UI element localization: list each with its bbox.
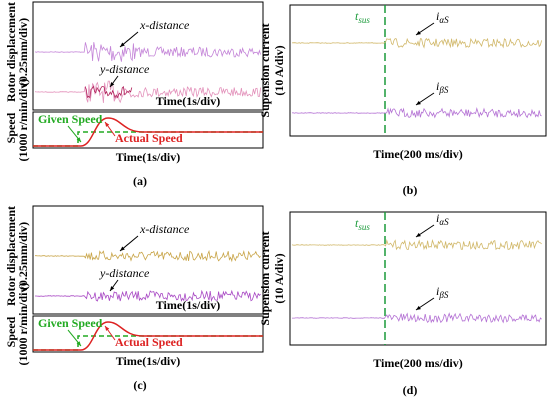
trace-label: y-distance — [99, 266, 150, 280]
sub-label: iβS — [436, 284, 449, 300]
speed-label: Given Speed — [38, 316, 103, 330]
subscript: sus — [358, 15, 370, 25]
main: i — [436, 284, 439, 298]
plot-frame — [289, 4, 547, 137]
arrow-head — [105, 326, 110, 331]
waveform — [84, 85, 133, 99]
actual-speed — [33, 321, 263, 351]
y-label: (0.25mm/div) — [16, 18, 30, 86]
arrow-head — [105, 122, 110, 127]
subscript: αS — [439, 217, 449, 227]
time-label: Time(200 ms/div) — [373, 356, 462, 370]
waveform — [34, 42, 261, 62]
speed-label: Actual Speed — [115, 335, 183, 349]
main: t — [355, 9, 359, 23]
plot-frame — [32, 1, 264, 111]
y-label: Rotor displacement — [4, 2, 18, 102]
waveform — [292, 312, 542, 324]
arrow-head — [120, 246, 125, 251]
arrow-head — [416, 100, 421, 105]
y-label: Speed — [4, 112, 18, 143]
waveform — [291, 106, 542, 119]
caption: (b) — [403, 183, 418, 197]
y-label: (0.25mm/div) — [16, 222, 30, 290]
speed-frame — [32, 315, 264, 353]
time-label: Time(200 ms/div) — [373, 147, 462, 161]
caption: (c) — [133, 378, 146, 392]
y-label: (1000 r/min/div) — [16, 78, 30, 161]
y-label: (10 A/div) — [272, 45, 286, 95]
subscript: αS — [439, 15, 449, 25]
waveform — [291, 239, 542, 251]
trace-label: x-distance — [139, 222, 190, 236]
speed-frame — [32, 111, 264, 149]
y-label: Supension current — [258, 231, 272, 325]
main: t — [355, 216, 359, 230]
sub-label: iαS — [436, 211, 449, 227]
subscript: βS — [438, 290, 448, 300]
time-label: Time(1s/div) — [116, 150, 180, 164]
waveform — [291, 37, 542, 49]
y-label: (1000 r/min/div) — [16, 282, 30, 365]
main: i — [436, 211, 439, 225]
waveform — [34, 80, 261, 104]
arrow-head — [76, 137, 81, 142]
trace-label: x-distance — [139, 18, 190, 32]
caption: (a) — [133, 174, 147, 188]
y-label: Rotor displacement — [4, 206, 18, 306]
time-label: Time(1s/div) — [116, 354, 180, 368]
speed-label: Actual Speed — [115, 131, 183, 145]
arrow-head — [120, 42, 125, 47]
subscript: sus — [358, 222, 370, 232]
trace-label: y-distance — [99, 62, 150, 76]
arrow-head — [416, 30, 421, 35]
plot-frame — [289, 211, 547, 346]
y-label: (10 A/div) — [272, 253, 286, 303]
main: i — [436, 9, 439, 23]
sub-label: iβS — [436, 79, 449, 95]
speed-label: Given Speed — [38, 112, 103, 126]
arrow-head — [416, 232, 421, 237]
sub-label: iαS — [436, 9, 449, 25]
caption: (d) — [403, 383, 418, 397]
main: i — [436, 79, 439, 93]
arrow-head — [110, 286, 115, 291]
arrow-head — [416, 305, 421, 310]
subscript: βS — [438, 85, 448, 95]
arrow-head — [110, 82, 115, 87]
time-label: Time(1s/div) — [156, 94, 220, 108]
y-label: Supension current — [258, 23, 272, 117]
arrow-head — [76, 341, 81, 346]
y-label: Speed — [4, 316, 18, 347]
waveform — [35, 249, 261, 263]
sub-label: tsus — [355, 9, 370, 25]
waveform — [35, 289, 261, 303]
plot-frame — [32, 205, 264, 315]
sub-label: tsus — [355, 216, 370, 232]
time-label: Time(1s/div) — [156, 298, 220, 312]
actual-speed — [33, 117, 263, 147]
